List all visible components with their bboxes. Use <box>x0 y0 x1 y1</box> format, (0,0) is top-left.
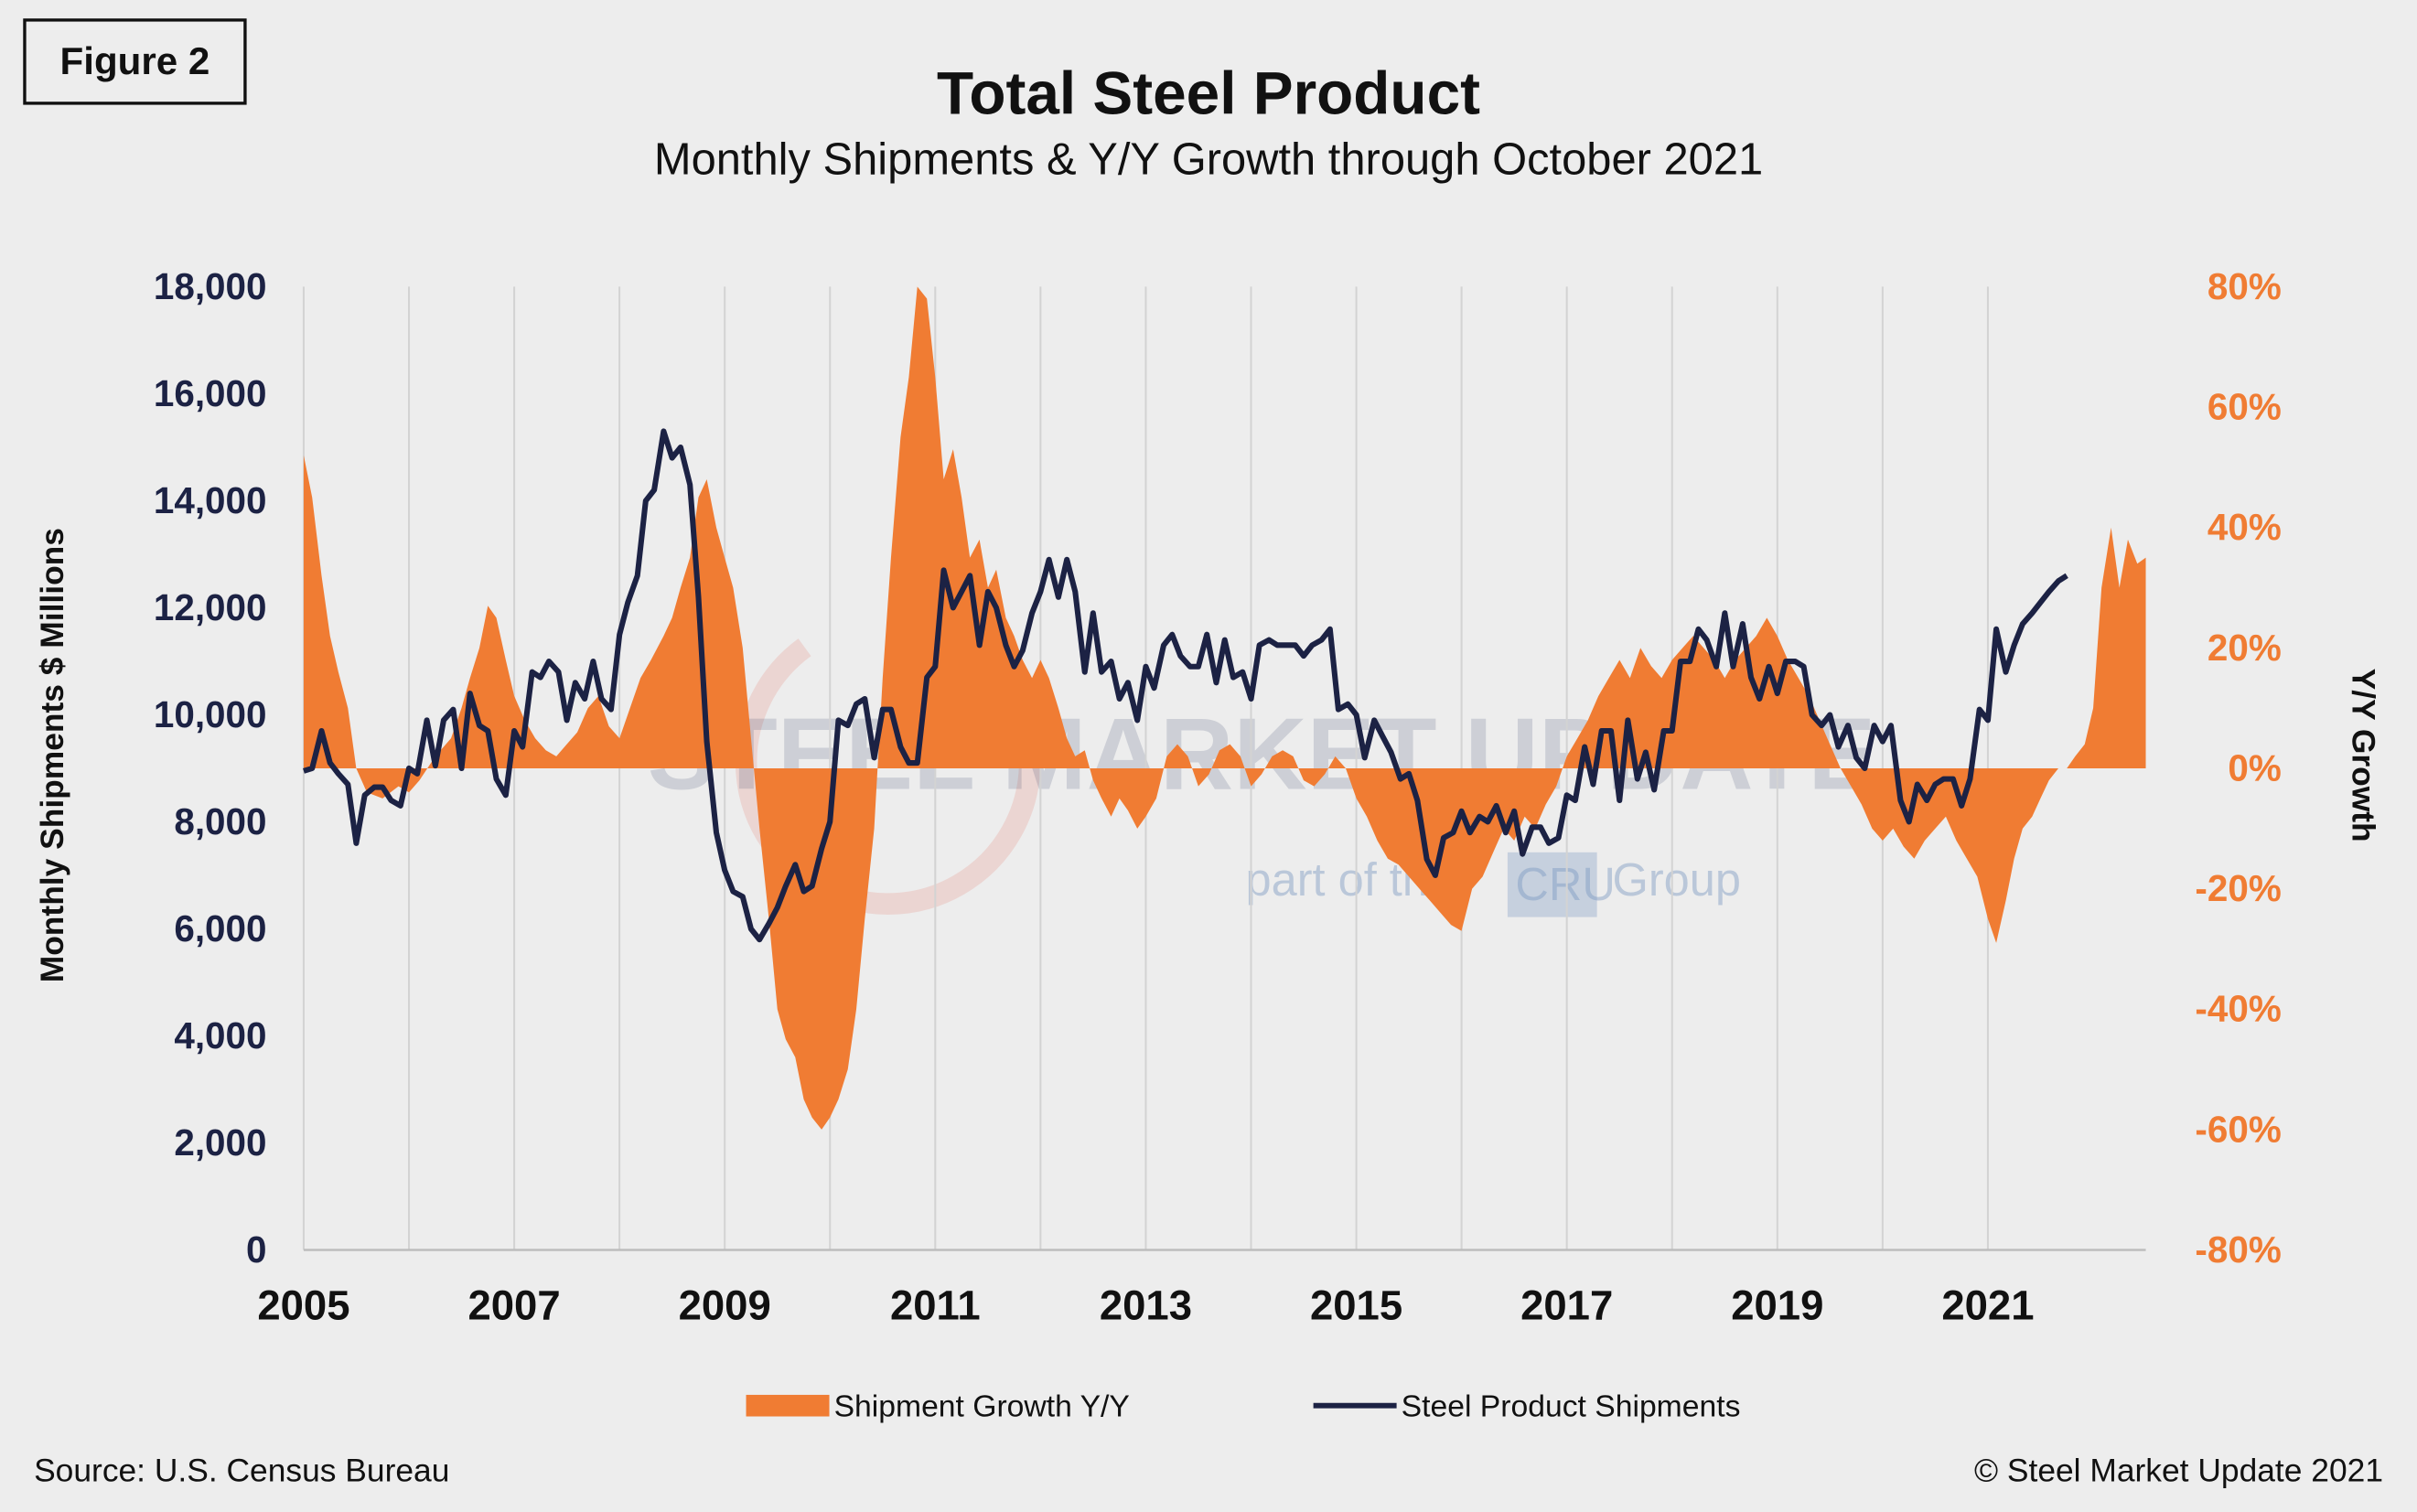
growth-area <box>303 286 2146 1130</box>
x-tick-label: 2009 <box>679 1281 771 1328</box>
watermark-logo-box <box>1507 852 1597 917</box>
y-tick-label-left: 18,000 <box>154 265 267 307</box>
watermark-logo: CRU <box>1515 858 1616 910</box>
x-tick-label: 2005 <box>257 1281 349 1328</box>
axis-ticks: 18,000 16,000 14,000 12,000 10,000 8,000 6,000… <box>154 265 2282 1328</box>
chart-subtitle: Monthly Shipments & Y/Y Growth through O… <box>653 135 1764 186</box>
y-tick-label-left: 10,000 <box>154 693 267 735</box>
y-tick-label-right: -20% <box>2195 867 2281 909</box>
y-axis-right-title: Y/Y Growth <box>2345 669 2380 842</box>
y-tick-label-right: 80% <box>2208 265 2282 307</box>
chart-title: Total Steel Product <box>937 61 1481 128</box>
x-tick-label: 2019 <box>1731 1281 1823 1328</box>
growth-area-series <box>303 286 2146 1130</box>
figure-label: Figure 2 <box>23 18 247 105</box>
shipments-line <box>303 428 2068 943</box>
y-tick-label-right: 20% <box>2208 627 2282 669</box>
y-tick-label-right: 0% <box>2228 746 2281 788</box>
legend-label-shipments: Steel Product Shipments <box>1402 1390 1741 1424</box>
watermark-group: Group <box>1613 853 1742 906</box>
x-tick-label: 2013 <box>1100 1281 1192 1328</box>
y-tick-label-left: 16,000 <box>154 372 267 414</box>
legend: Shipment Growth Y/Y Steel Product Shipme… <box>746 1390 1741 1424</box>
x-tick-label: 2007 <box>467 1281 560 1328</box>
y-tick-label-right: -80% <box>2195 1228 2281 1271</box>
y-tick-label-right: -60% <box>2195 1108 2281 1150</box>
y-tick-label-left: 0 <box>246 1228 266 1271</box>
y-axis-left-title: Monthly Shipments $ Millions <box>35 528 70 982</box>
x-tick-label: 2021 <box>1941 1281 2034 1328</box>
copyright-note: © Steel Market Update 2021 <box>1973 1453 2384 1489</box>
legend-swatch-growth <box>746 1394 830 1417</box>
y-tick-label-right: -40% <box>2195 988 2281 1030</box>
y-tick-label-left: 4,000 <box>174 1014 266 1056</box>
y-tick-label-left: 6,000 <box>174 907 266 949</box>
y-tick-label-right: 40% <box>2208 506 2282 548</box>
y-tick-label-right: 60% <box>2208 386 2282 428</box>
y-tick-label-left: 12,000 <box>154 586 267 628</box>
y-tick-label-left: 2,000 <box>174 1121 266 1163</box>
x-tick-label: 2011 <box>890 1281 981 1328</box>
legend-label-growth: Shipment Growth Y/Y <box>834 1390 1130 1424</box>
y-tick-label-left: 8,000 <box>174 800 266 842</box>
x-tick-label: 2015 <box>1310 1281 1402 1328</box>
shipments-line-series <box>303 428 2068 943</box>
y-tick-label-left: 14,000 <box>154 479 267 521</box>
x-tick-label: 2017 <box>1520 1281 1613 1328</box>
source-note: Source: U.S. Census Bureau <box>34 1453 450 1489</box>
